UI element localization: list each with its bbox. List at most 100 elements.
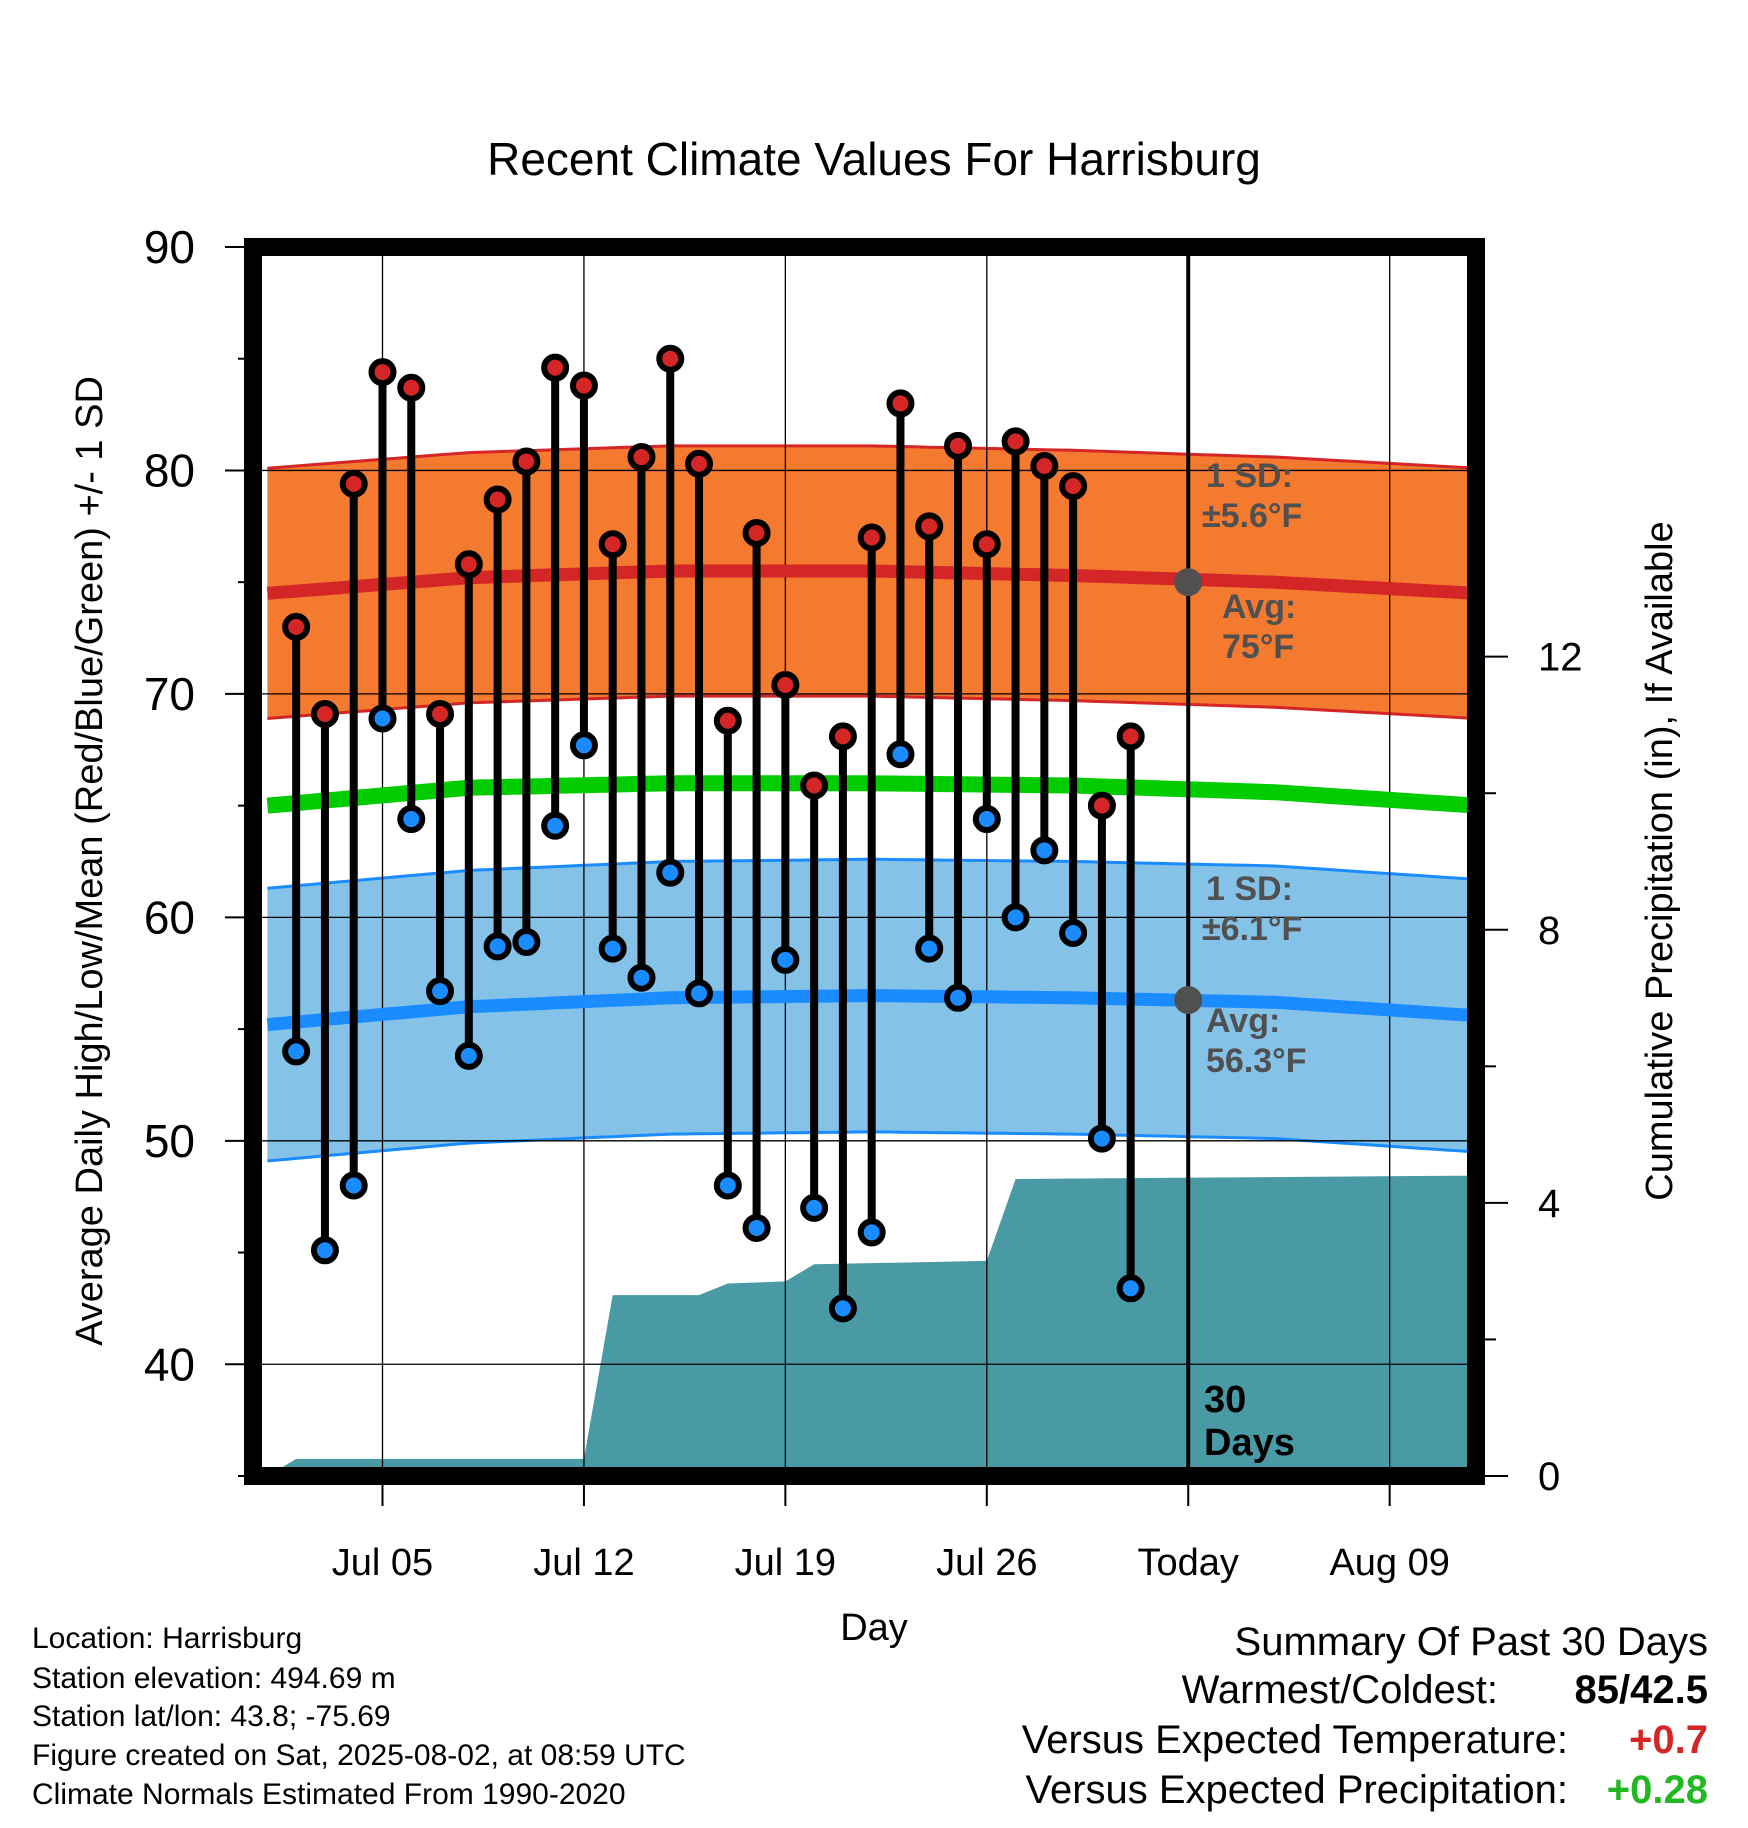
y2-tick-label: 4 (1538, 1182, 1560, 1226)
summary-temp-label: Versus Expected Temperature: (1021, 1718, 1568, 1762)
y2-axis-label: Cumulative Precipitation (in), If Availa… (1639, 521, 1681, 1200)
daily-low-marker (339, 1171, 368, 1200)
daily-high-marker (972, 530, 1001, 559)
x-tick-label: Aug 09 (1329, 1542, 1449, 1584)
daily-low-marker (742, 1213, 771, 1242)
daily-low-marker (1116, 1274, 1145, 1303)
daily-low-marker (483, 932, 512, 961)
daily-high-marker (656, 344, 685, 373)
daily-low-marker (713, 1171, 742, 1200)
daily-high-marker (857, 523, 886, 552)
high-sd-upper-line (267, 444, 1477, 470)
daily-low-marker (944, 983, 973, 1012)
daily-high-marker (512, 447, 541, 476)
daily-high-marker (800, 771, 829, 800)
info-normals: Climate Normals Estimated From 1990-2020 (32, 1778, 626, 1811)
daily-high-marker (915, 512, 944, 541)
daily-low-marker (368, 704, 397, 733)
daily-low-marker (972, 805, 1001, 834)
daily-low-marker (397, 805, 426, 834)
daily-low-marker (685, 979, 714, 1008)
x-tick-label: Jul 05 (332, 1542, 433, 1584)
today-low-normal-marker (1174, 986, 1203, 1015)
daily-low-marker (771, 945, 800, 974)
daily-high-marker (771, 670, 800, 699)
summary-precip-label: Versus Expected Precipitation: (1025, 1768, 1568, 1812)
daily-high-marker (598, 530, 627, 559)
info-created: Figure created on Sat, 2025-08-02, at 08… (32, 1739, 686, 1772)
y2-tick-label: 12 (1538, 636, 1583, 680)
daily-high-marker (944, 431, 973, 460)
daily-low-marker (512, 927, 541, 956)
daily-low-marker (426, 977, 455, 1006)
info-elevation: Station elevation: 494.69 m (32, 1662, 396, 1695)
x-axis-label: Day (840, 1607, 908, 1649)
y-tick-label: 60 (144, 891, 195, 943)
daily-high-marker (454, 550, 483, 579)
daily-high-marker (282, 612, 311, 641)
daily-high-marker (742, 519, 771, 548)
daily-high-marker (685, 449, 714, 478)
high-avg-value: 75°F (1222, 628, 1294, 666)
daily-low-marker (1059, 919, 1088, 948)
chart-title: Recent Climate Values For Harrisburg (487, 133, 1261, 185)
daily-high-marker (310, 700, 339, 729)
daily-high-marker (483, 485, 512, 514)
daily-high-marker (1059, 472, 1088, 501)
high-sd-label: 1 SD: (1206, 457, 1293, 495)
y2-tick-label: 8 (1538, 909, 1560, 953)
today-days-label: Days (1204, 1422, 1295, 1464)
daily-low-marker (454, 1041, 483, 1070)
daily-high-marker (1087, 791, 1116, 820)
low-avg-value: 56.3°F (1206, 1042, 1307, 1080)
y2-tick-label: 0 (1538, 1455, 1560, 1499)
low-sd-value: ±6.1°F (1202, 910, 1302, 948)
summary-title: Summary Of Past 30 Days (1234, 1620, 1708, 1664)
daily-low-marker (598, 934, 627, 963)
y-tick-label: 80 (144, 444, 195, 496)
x-tick-label: Jul 26 (936, 1542, 1037, 1584)
daily-high-marker (1030, 451, 1059, 480)
daily-high-marker (541, 353, 570, 382)
today-high-normal-marker (1174, 568, 1203, 597)
daily-low-marker (1030, 836, 1059, 865)
daily-low-marker (828, 1294, 857, 1323)
daily-high-marker (1001, 427, 1030, 456)
low-sd-label: 1 SD: (1206, 870, 1293, 908)
daily-low-marker (282, 1037, 311, 1066)
daily-high-marker (886, 389, 915, 418)
daily-low-marker (541, 811, 570, 840)
y-tick-label: 70 (144, 668, 195, 720)
summary-warm-cold-label: Warmest/Coldest: (1181, 1668, 1498, 1712)
daily-high-marker (368, 358, 397, 387)
info-latlon: Station lat/lon: 43.8; -75.69 (32, 1700, 391, 1733)
daily-low-marker (886, 740, 915, 769)
y-tick-label: 90 (144, 221, 195, 273)
y-axis-label: Average Daily High/Low/Mean (Red/Blue/Gr… (69, 376, 111, 1346)
daily-low-marker (627, 963, 656, 992)
y-tick-label: 40 (144, 1338, 195, 1390)
high-sd-value: ±5.6°F (1202, 497, 1302, 535)
daily-high-marker (1116, 722, 1145, 751)
daily-high-marker (569, 371, 598, 400)
summary-temp-value: +0.7 (1629, 1718, 1708, 1762)
daily-high-marker (339, 469, 368, 498)
low-avg-label: Avg: (1206, 1002, 1280, 1040)
daily-high-marker (426, 700, 455, 729)
precipitation-area (253, 1175, 1476, 1476)
summary-precip-value: +0.28 (1606, 1768, 1708, 1812)
summary-warm-cold-value: 85/42.5 (1574, 1668, 1708, 1712)
y-tick-label: 50 (144, 1115, 195, 1167)
daily-high-marker (397, 373, 426, 402)
daily-low-marker (857, 1218, 886, 1247)
daily-low-marker (310, 1236, 339, 1265)
daily-low-marker (656, 858, 685, 887)
daily-low-marker (569, 731, 598, 760)
daily-low-marker (1087, 1124, 1116, 1153)
daily-high-marker (627, 443, 656, 472)
x-tick-label: Jul 12 (533, 1542, 634, 1584)
plot-frame (244, 238, 1485, 1485)
daily-low-marker (800, 1193, 829, 1222)
